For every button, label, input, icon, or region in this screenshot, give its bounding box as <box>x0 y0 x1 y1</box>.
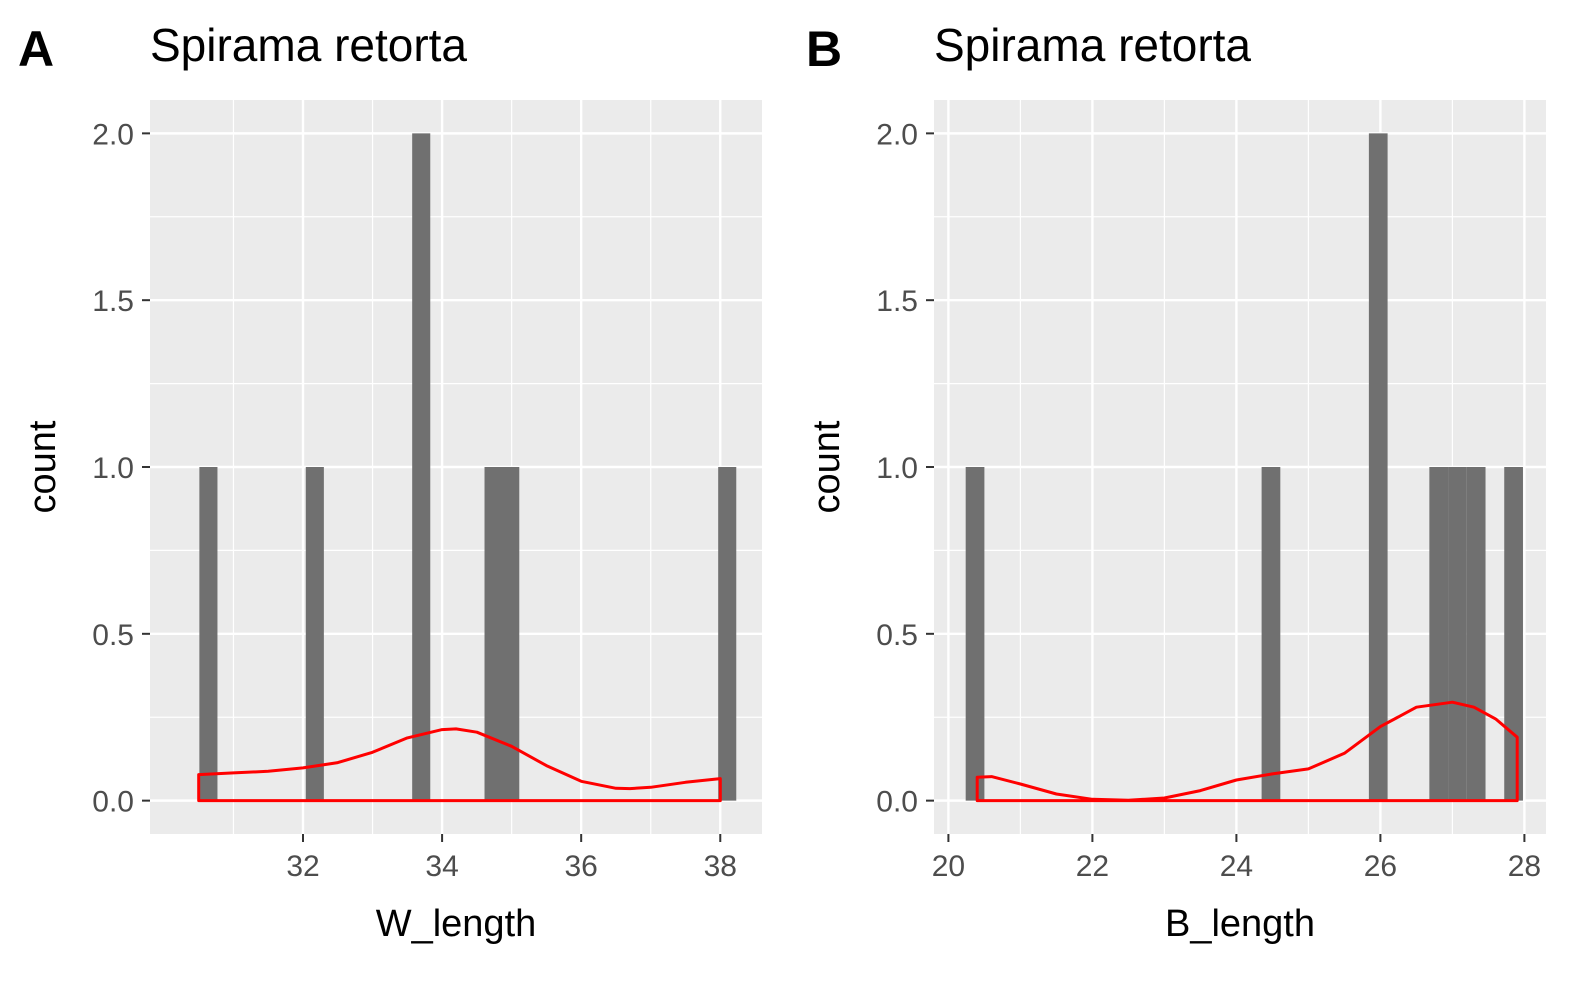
x-tick-label: 24 <box>1220 850 1253 883</box>
plot-a: 32 34 36 38 0.0 0.5 1.0 1.5 2.0 W_length count <box>22 100 762 945</box>
plot-b: 20 22 24 26 28 0.0 0.5 1.0 1.5 2.0 B_length count <box>806 100 1546 945</box>
histogram-bar <box>1429 467 1449 801</box>
histogram-bar <box>1466 467 1486 801</box>
density-curve <box>975 700 1519 803</box>
y-tick-label: 2.0 <box>876 118 918 151</box>
panel-label-b: B <box>806 21 843 77</box>
histogram-bar <box>965 467 985 801</box>
y-tick-label: 0.0 <box>876 786 918 819</box>
x-tick-label: 28 <box>1508 850 1541 883</box>
y-tick-label: 1.5 <box>92 285 134 318</box>
histogram-bar <box>501 467 520 801</box>
y-tick-label: 1.0 <box>92 452 134 485</box>
x-tick-label: 34 <box>425 850 458 883</box>
panel-label-a: A <box>18 21 55 77</box>
y-tick-label: 0.5 <box>92 619 134 652</box>
x-axis-title: W_length <box>376 903 537 945</box>
x-tick-label: 36 <box>564 850 597 883</box>
x-tick-label: 26 <box>1364 850 1397 883</box>
histogram-bar <box>484 467 503 801</box>
y-tick-label: 1.5 <box>876 285 918 318</box>
x-axis-title: B_length <box>1165 903 1315 945</box>
density-curve <box>197 727 722 803</box>
x-tick-label: 38 <box>704 850 737 883</box>
y-tick-label: 0.5 <box>876 619 918 652</box>
chart-title-a: Spirama retorta <box>150 19 468 71</box>
y-tick-label: 0.0 <box>92 786 134 819</box>
histogram-bar <box>412 133 431 801</box>
histogram-bar <box>199 467 218 801</box>
histogram-bar <box>305 467 324 801</box>
x-tick-label: 22 <box>1076 850 1109 883</box>
histogram-bar <box>1504 467 1523 801</box>
y-axis-title: count <box>806 420 848 513</box>
histogram-bar <box>718 467 737 801</box>
histogram-bar <box>1368 133 1388 801</box>
chart-title-b: Spirama retorta <box>934 19 1252 71</box>
histogram-bar <box>1261 467 1281 801</box>
histogram-bar <box>1448 467 1467 801</box>
y-tick-label: 1.0 <box>876 452 918 485</box>
x-tick-label: 20 <box>932 850 965 883</box>
y-tick-label: 2.0 <box>92 118 134 151</box>
y-axis-title: count <box>22 420 64 513</box>
x-tick-label: 32 <box>286 850 319 883</box>
